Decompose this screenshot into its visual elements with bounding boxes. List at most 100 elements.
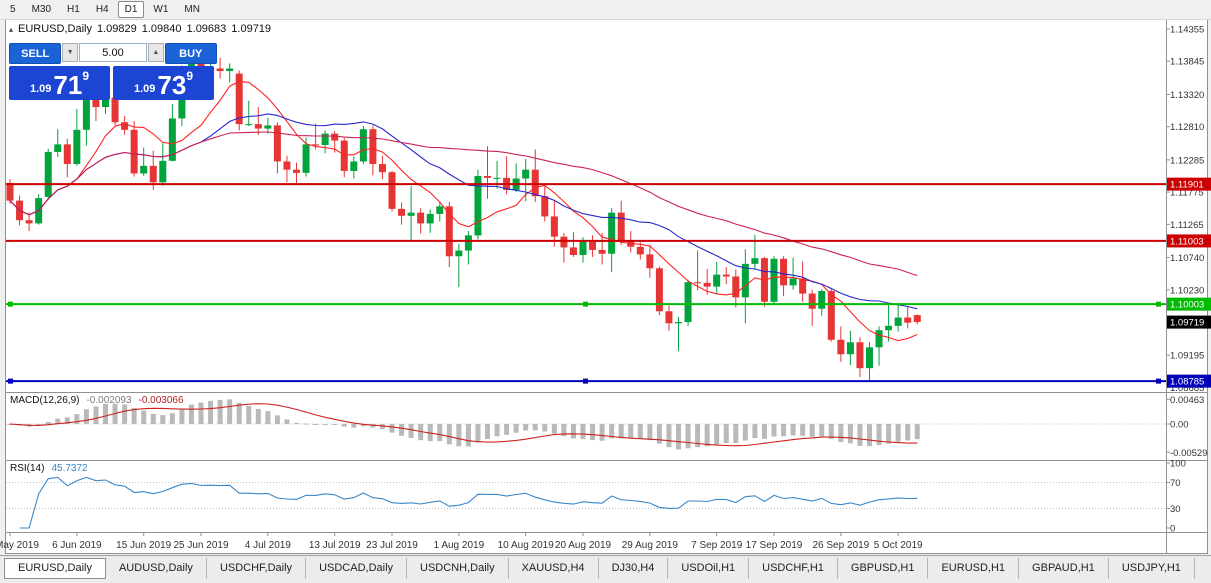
macd-histogram-bar	[847, 424, 853, 444]
date-label: 28 May 2019	[0, 540, 39, 551]
candle-body	[273, 125, 281, 162]
timeframe-button-h1[interactable]: H1	[67, 4, 80, 15]
macd-histogram-bar	[332, 424, 338, 425]
sell-button[interactable]: SELL	[9, 43, 62, 64]
buy-button[interactable]: BUY	[164, 43, 217, 64]
line-handle[interactable]	[8, 378, 13, 384]
macd-histogram-bar	[74, 414, 80, 424]
chart-tab-xauusd-h4[interactable]: XAUUSD,H4	[508, 558, 599, 579]
candle-body	[560, 236, 568, 248]
one-click-toggle-icon[interactable]: ▴	[9, 24, 14, 34]
rsi-name: RSI(14)	[10, 463, 45, 474]
macd-histogram-bar	[914, 424, 920, 440]
macd-histogram-bar	[513, 424, 519, 433]
buy-price-box[interactable]: 1.09 73 9	[113, 66, 214, 100]
price-axis-label: 1.10230	[1170, 285, 1204, 296]
macd-histogram-bar	[217, 399, 223, 424]
ma-8-line	[9, 81, 918, 342]
timeframe-button-h4[interactable]: H4	[95, 4, 109, 15]
price-axis-label: 1.11775	[1170, 188, 1204, 199]
timeframe-button-d1[interactable]: D1	[117, 1, 145, 18]
macd-histogram-bar	[93, 406, 99, 424]
macd-histogram-bar	[809, 424, 815, 437]
macd-panel	[6, 399, 1166, 450]
chart-tab-audusd-daily[interactable]: AUDUSD,Daily	[105, 558, 207, 579]
volume-up-button[interactable]: ▲	[148, 43, 164, 62]
price-line-label-box	[1167, 297, 1211, 311]
candle-body	[732, 276, 740, 298]
macd-histogram-bar	[198, 402, 204, 424]
chart-tab-gbpusd-h1[interactable]: GBPUSD,H1	[837, 558, 929, 579]
candle-body	[799, 278, 807, 294]
volume-down-button[interactable]: ▼	[62, 43, 78, 62]
macd-histogram-bar	[790, 424, 796, 436]
chart-tab-dj30-h4[interactable]: DJ30,H4	[598, 558, 669, 579]
candle-body	[140, 165, 148, 174]
chart-tab-eurusd-h1[interactable]: EURUSD,H1	[928, 558, 1020, 579]
price-line-label-text: 1.11901	[1170, 180, 1204, 191]
macd-histogram-bar	[255, 408, 261, 424]
macd-histogram-bar	[485, 424, 490, 440]
timeframe-toolbar: 5 M30 H1 H4 D1 W1 MN	[0, 0, 1211, 20]
macd-axis-label: 0.00	[1170, 420, 1189, 431]
macd-histogram-bar	[819, 424, 825, 437]
macd-histogram-bar	[303, 423, 309, 425]
ma-45-line	[9, 131, 918, 277]
chart-tab-usdchf-daily[interactable]: USDCHF,Daily	[206, 558, 307, 579]
candle-body	[121, 122, 129, 130]
chart-tab-eurusd-daily[interactable]: EURUSD,Daily	[4, 558, 106, 579]
chart-tab-usdchf-h1[interactable]: USDCHF,H1	[749, 558, 838, 579]
sell-price-big: 71	[53, 70, 83, 100]
macd-histogram-bar	[800, 424, 806, 436]
candle-body	[130, 129, 138, 174]
macd-histogram-bar	[733, 424, 739, 444]
price-axis-label: 1.13320	[1170, 90, 1204, 101]
macd-histogram-bar	[389, 424, 395, 433]
candle-body	[818, 291, 826, 309]
date-label: 6 Jun 2019	[52, 540, 102, 551]
chart-tab-usdoil-h1[interactable]: USDOil,H1	[668, 558, 750, 579]
candle-body	[245, 124, 253, 126]
line-handle[interactable]	[1156, 378, 1161, 384]
price-axis-label: 1.11265	[1170, 220, 1204, 231]
volume-input[interactable]	[79, 43, 147, 62]
candle-body	[54, 144, 62, 152]
high-value: 1.09840	[141, 23, 182, 35]
chart-tab-usdcad-daily[interactable]: USDCAD,Daily	[306, 558, 408, 579]
timeframe-button-m30[interactable]: M30	[31, 4, 52, 15]
sell-price-box[interactable]: 1.09 71 9	[9, 66, 110, 100]
price-axis-label: 1.12810	[1170, 122, 1204, 133]
macd-histogram-bar	[504, 424, 510, 435]
timeframe-button-5[interactable]: 5	[10, 4, 16, 15]
candle-body	[913, 315, 921, 323]
chart-tab-gbpaud-h1[interactable]: GBPAUD,H1	[1019, 558, 1109, 579]
candle-body	[426, 213, 434, 224]
rsi-panel	[6, 476, 1166, 529]
candle-body	[369, 129, 377, 164]
price-line-label-text: 1.08785	[1170, 377, 1204, 388]
candle-body	[846, 342, 854, 355]
chart-tab-usdcnh-daily[interactable]: USDCNH,Daily	[407, 558, 509, 579]
macd-histogram-bar	[456, 424, 462, 447]
timeframe-button-w1[interactable]: W1	[153, 4, 169, 15]
macd-histogram-bar	[188, 404, 194, 424]
timeframe-button-mn[interactable]: MN	[184, 4, 200, 15]
candle-body	[417, 212, 425, 224]
line-handle[interactable]	[8, 301, 13, 307]
line-handle[interactable]	[583, 301, 588, 307]
macd-histogram-bar	[379, 424, 385, 430]
macd-histogram-bar	[704, 424, 710, 447]
line-handle[interactable]	[583, 378, 588, 384]
candle-body	[293, 169, 300, 173]
price-axis-label: 1.14355	[1170, 25, 1204, 36]
macd-histogram-bar	[628, 424, 634, 439]
date-label: 4 Jul 2019	[245, 540, 292, 551]
line-handle[interactable]	[1156, 301, 1161, 307]
candle-body	[455, 250, 463, 257]
macd-histogram-bar	[446, 424, 452, 445]
chart-tab-usdjpy-h1[interactable]: USDJPY,H1	[1108, 558, 1195, 579]
candle-body	[111, 97, 119, 123]
candle-body	[25, 220, 33, 224]
candle-body	[302, 144, 310, 173]
